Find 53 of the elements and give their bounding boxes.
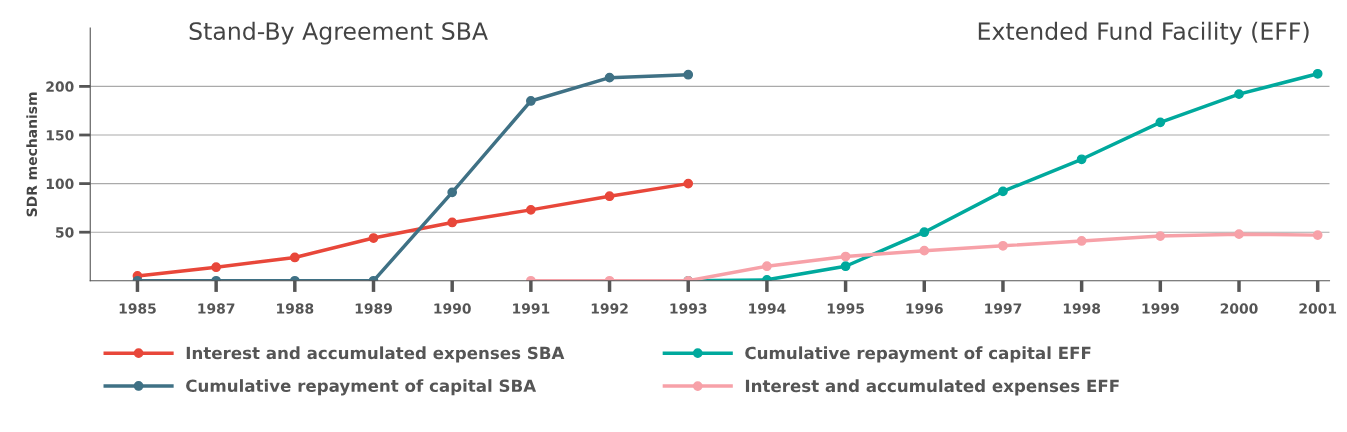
y-tick-label: 50 [56, 227, 74, 238]
point [526, 96, 536, 106]
point [1234, 89, 1244, 100]
x-tick-label: 1987 [198, 303, 235, 314]
annotation: Extended Fund Facility (EFF) [978, 21, 1309, 45]
x-tick-label: 1985 [119, 303, 156, 314]
x-tick-label: 2000 [1220, 303, 1258, 314]
y-axis-title: SDR mechanism [26, 92, 38, 217]
point [1155, 231, 1166, 241]
point [919, 245, 930, 256]
point [762, 261, 772, 272]
point [1155, 117, 1166, 128]
legend-label: Interest and accumulated expenses EFF [745, 379, 1119, 396]
point [683, 69, 694, 80]
point [998, 240, 1008, 251]
point [919, 227, 930, 238]
point [683, 178, 694, 189]
y-tick-label: 150 [46, 129, 74, 141]
point [604, 72, 615, 83]
point [1234, 229, 1244, 240]
point [840, 261, 851, 272]
x-tick-label: 1989 [355, 303, 392, 314]
point [1312, 230, 1323, 240]
point [998, 186, 1008, 197]
x-tick-label: 1997 [985, 303, 1022, 314]
point [447, 217, 458, 228]
x-tick-label: 1988 [277, 303, 314, 314]
point [368, 233, 379, 243]
point [289, 252, 300, 263]
y-tick-label: 100 [46, 178, 74, 190]
point [1076, 154, 1087, 165]
x-tick-label: 1999 [1142, 303, 1179, 314]
x-tick-label: 1991 [513, 303, 550, 314]
x-tick-label: 1993 [670, 303, 707, 314]
point [1312, 68, 1323, 79]
x-tick-label: 1994 [749, 303, 786, 314]
annotation: Stand-By Agreement SBA [189, 21, 488, 45]
y-tick-label: 200 [46, 81, 74, 92]
point [840, 251, 851, 262]
point [211, 262, 222, 273]
legend-label: Interest and accumulated expenses SBA [186, 346, 565, 363]
x-tick-label: 1996 [906, 303, 943, 314]
x-tick-label: 1992 [591, 303, 628, 314]
x-tick-label: 1990 [434, 303, 471, 314]
x-tick-label: 1998 [1063, 303, 1101, 314]
point [1076, 236, 1087, 246]
x-tick-label: 1995 [827, 303, 864, 314]
legend-label: Cumulative repayment of capital EFF [745, 346, 1091, 363]
legend-label: Cumulative repayment of capital SBA [186, 379, 537, 396]
point [526, 204, 536, 215]
x-tick-label: 2001 [1299, 303, 1337, 314]
point [447, 187, 458, 198]
point [604, 191, 615, 202]
